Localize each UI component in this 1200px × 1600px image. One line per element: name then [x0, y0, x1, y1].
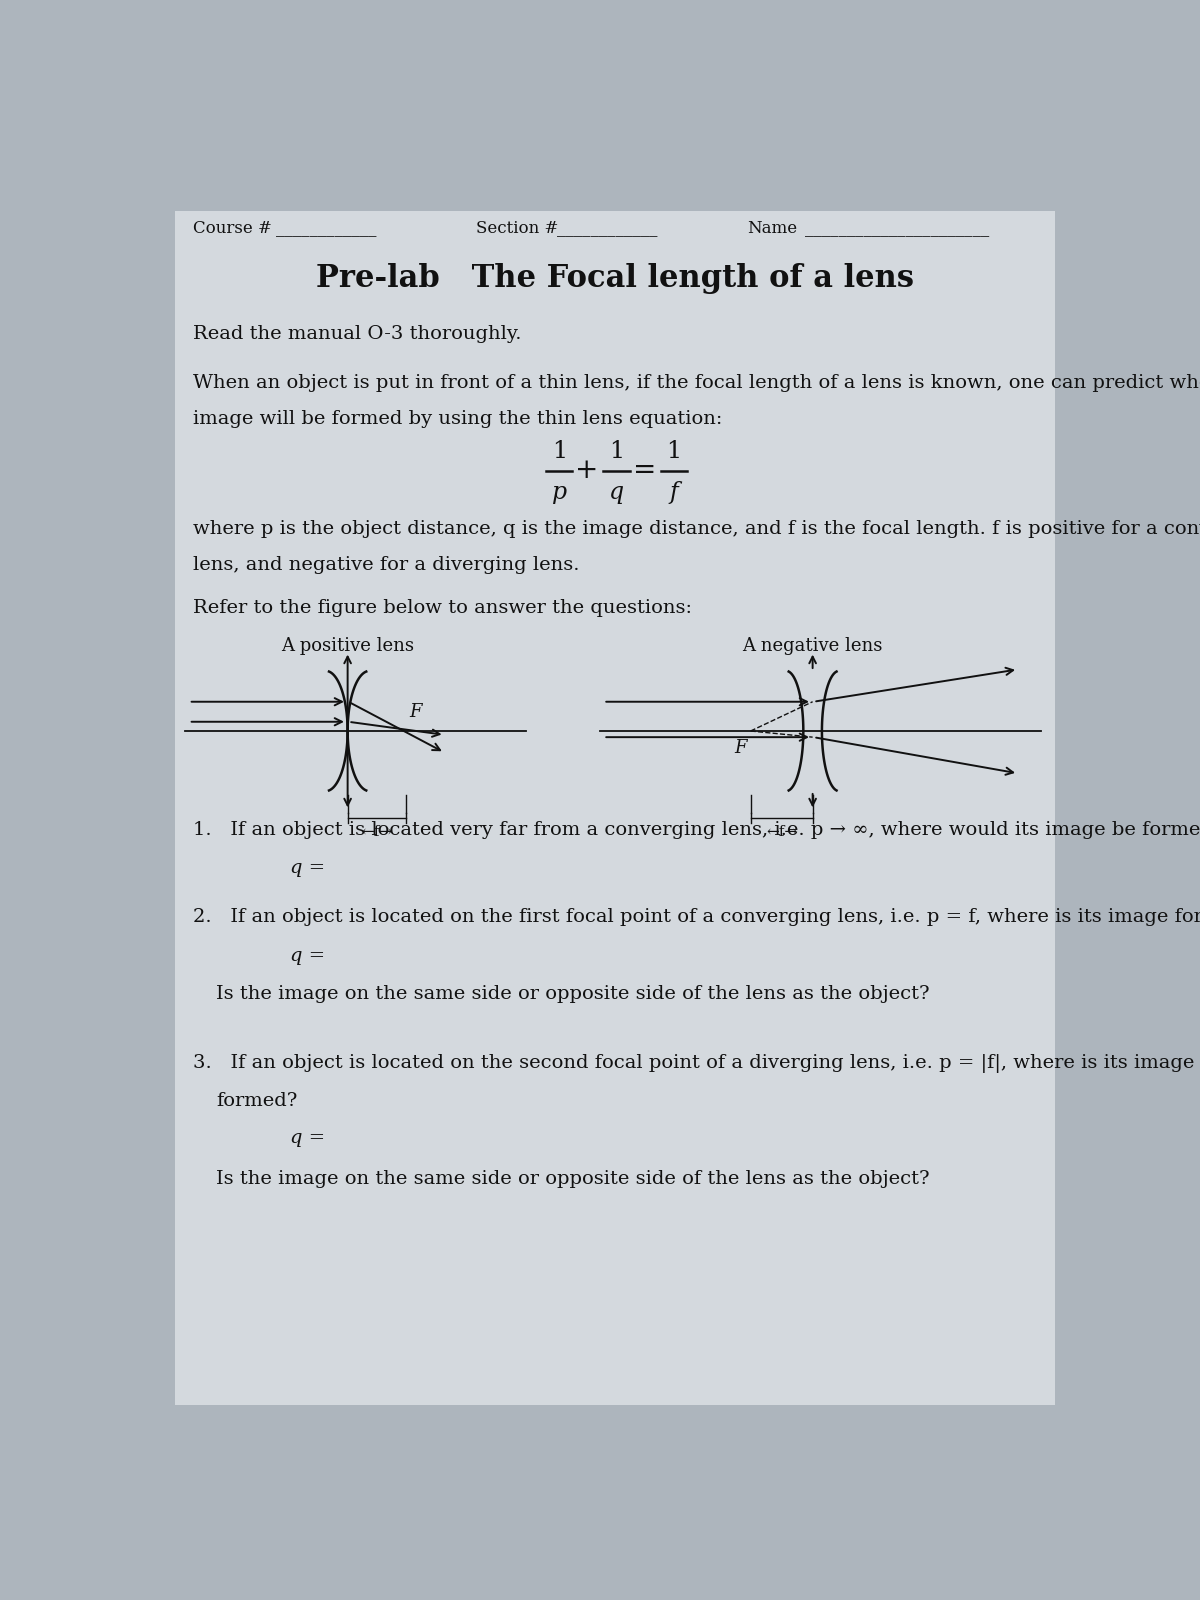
Text: q =: q =	[289, 1128, 325, 1147]
Text: 2.   If an object is located on the first focal point of a converging lens, i.e.: 2. If an object is located on the first …	[193, 909, 1200, 926]
Text: Section #: Section #	[475, 221, 558, 237]
Text: ______________________: ______________________	[805, 221, 989, 237]
Text: lens, and negative for a diverging lens.: lens, and negative for a diverging lens.	[193, 557, 580, 574]
Text: ←f→: ←f→	[361, 826, 392, 838]
Text: image will be formed by using the thin lens equation:: image will be formed by using the thin l…	[193, 410, 722, 429]
Text: 1: 1	[666, 440, 682, 462]
Text: 3.   If an object is located on the second focal point of a diverging lens, i.e.: 3. If an object is located on the second…	[193, 1054, 1194, 1074]
Text: ____________: ____________	[557, 221, 658, 237]
Text: Refer to the figure below to answer the questions:: Refer to the figure below to answer the …	[193, 598, 691, 618]
Text: 1: 1	[608, 440, 624, 462]
Text: ____________: ____________	[276, 221, 376, 237]
Text: Read the manual O-3 thoroughly.: Read the manual O-3 thoroughly.	[193, 325, 521, 344]
Text: q =: q =	[289, 859, 325, 877]
Text: Name: Name	[746, 221, 797, 237]
Text: Pre-lab   The Focal length of a lens: Pre-lab The Focal length of a lens	[316, 262, 914, 294]
Text: 1: 1	[552, 440, 566, 462]
Text: f: f	[670, 480, 678, 504]
Text: p: p	[552, 480, 566, 504]
Text: ←f→: ←f→	[766, 826, 797, 838]
Text: A positive lens: A positive lens	[281, 637, 414, 656]
Text: formed?: formed?	[216, 1091, 298, 1110]
Text: q: q	[608, 480, 624, 504]
Text: where p is the object distance, q is the image distance, and f is the focal leng: where p is the object distance, q is the…	[193, 520, 1200, 538]
Text: q =: q =	[289, 947, 325, 965]
Text: Course #: Course #	[193, 221, 271, 237]
Text: +: +	[576, 458, 599, 485]
Text: Is the image on the same side or opposite side of the lens as the object?: Is the image on the same side or opposit…	[216, 1170, 930, 1189]
Text: 1.   If an object is located very far from a converging lens, i.e. p → ∞, where : 1. If an object is located very far from…	[193, 821, 1200, 838]
Text: A negative lens: A negative lens	[743, 637, 883, 656]
Text: =: =	[632, 458, 656, 485]
Text: When an object is put in front of a thin lens, if the focal length of a lens is : When an object is put in front of a thin…	[193, 374, 1200, 392]
FancyBboxPatch shape	[175, 211, 1055, 1405]
Text: F: F	[734, 739, 746, 757]
Text: F: F	[409, 702, 422, 720]
Text: Is the image on the same side or opposite side of the lens as the object?: Is the image on the same side or opposit…	[216, 986, 930, 1003]
